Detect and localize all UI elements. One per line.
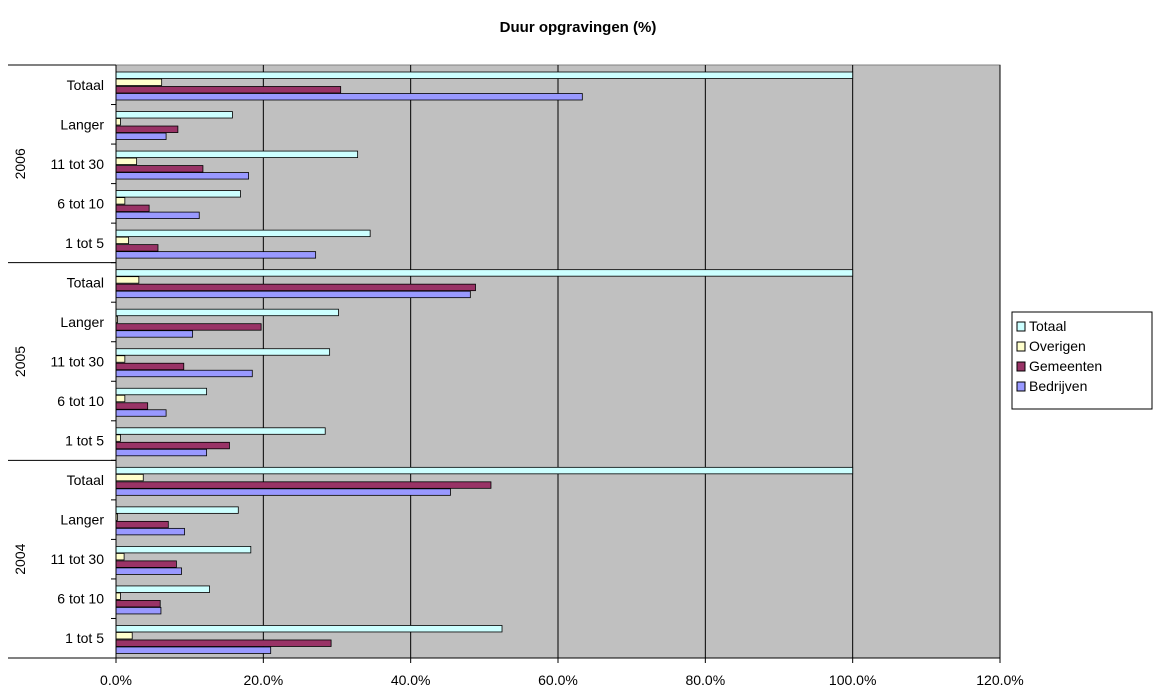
value-tick-label: 20.0%: [243, 672, 283, 688]
bar-gemeenten: [115, 283, 476, 292]
category-label: Langer: [60, 512, 104, 528]
group-label: 2004: [12, 543, 28, 574]
bar-bedrijven: [115, 251, 317, 259]
value-tick-label: 40.0%: [391, 672, 431, 688]
category-label: 1 tot 5: [65, 630, 104, 646]
legend-swatch: [1016, 321, 1026, 332]
bar-gemeenten: [115, 481, 492, 489]
bar-totaal: [115, 466, 854, 475]
bar-gemeenten: [115, 86, 342, 94]
category-label: 6 tot 10: [57, 393, 104, 409]
bar-totaal: [115, 348, 331, 356]
bar-overigen: [115, 197, 126, 205]
bar-totaal: [115, 625, 503, 633]
category-label: 11 tot 30: [51, 156, 105, 172]
bar-gemeenten: [115, 323, 262, 331]
bar-gemeenten: [115, 600, 161, 608]
category-label: Totaal: [67, 472, 104, 488]
bar-totaal: [115, 71, 854, 79]
bar-bedrijven: [115, 527, 185, 536]
legend-label: Bedrijven: [1029, 378, 1087, 394]
bar-gemeenten: [115, 165, 204, 173]
bar-gemeenten: [115, 560, 177, 568]
value-tick-label: 80.0%: [685, 672, 725, 688]
category-label: 6 tot 10: [57, 195, 104, 211]
legend-label: Overigen: [1029, 338, 1086, 354]
bar-gemeenten: [115, 244, 159, 252]
plot-area: [115, 64, 1001, 659]
bar-bedrijven: [115, 488, 451, 496]
bar-bedrijven: [115, 567, 182, 575]
group-label: 2005: [12, 346, 28, 377]
group-label: 2006: [12, 148, 28, 179]
bar-gemeenten: [115, 402, 149, 410]
bar-totaal: [115, 585, 210, 593]
bar-overigen: [115, 236, 129, 245]
bar-gemeenten: [115, 125, 179, 133]
bar-overigen: [115, 157, 138, 165]
bar-totaal: [115, 546, 252, 554]
bar-bedrijven: [115, 132, 167, 140]
bar-totaal: [115, 387, 208, 396]
bar-totaal: [115, 427, 326, 435]
bar-bedrijven: [115, 172, 250, 180]
value-tick-label: 0.0%: [100, 672, 132, 688]
bar-gemeenten: [115, 520, 169, 529]
legend-swatch: [1016, 361, 1026, 372]
category-label: Totaal: [67, 274, 104, 290]
category-label: Langer: [60, 116, 104, 132]
value-axis: 0.0% 20.0% 40.0% 60.0% 80.0% 100.0% 120.0%: [100, 657, 1024, 688]
bar-bedrijven: [115, 93, 583, 101]
chart-title: Duur opgravingen (%): [500, 19, 657, 36]
bar-bedrijven: [115, 330, 194, 338]
bar-overigen: [115, 118, 121, 126]
legend-label: Gemeenten: [1029, 358, 1102, 374]
bar-overigen: [115, 394, 126, 403]
category-label: Totaal: [67, 77, 104, 93]
category-axis: Totaal Langer 11 tot 30 6 tot 10 1 tot 5 Tota…: [8, 64, 117, 659]
bar-gemeenten: [115, 362, 185, 371]
bar-overigen: [115, 553, 125, 561]
legend-swatch: [1016, 381, 1026, 392]
bar-bedrijven: [115, 646, 272, 654]
category-label: 1 tot 5: [65, 433, 104, 449]
bar-totaal: [115, 308, 339, 317]
value-tick-label: 120.0%: [976, 672, 1023, 688]
category-label: 1 tot 5: [65, 235, 104, 251]
bar-overigen: [115, 78, 163, 86]
bar-totaal: [115, 150, 359, 158]
category-label: Langer: [60, 314, 104, 330]
value-tick-label: 60.0%: [538, 672, 578, 688]
category-label: 6 tot 10: [57, 591, 104, 607]
bar-totaal: [115, 190, 241, 198]
legend-swatch: [1016, 341, 1026, 352]
bar-bedrijven: [115, 448, 208, 457]
bar-overigen: [115, 632, 133, 640]
bar-bedrijven: [115, 409, 167, 417]
bar-bedrijven: [115, 211, 200, 220]
bar-overigen: [115, 276, 140, 284]
bar-gemeenten: [115, 639, 332, 647]
bar-gemeenten: [115, 204, 150, 213]
bar-totaal: [115, 506, 239, 514]
bar-overigen: [115, 592, 121, 600]
bar-totaal: [115, 269, 854, 277]
category-label: 11 tot 30: [51, 354, 105, 370]
bar-overigen: [115, 434, 121, 442]
bar-totaal: [115, 111, 233, 119]
category-label: 11 tot 30: [51, 551, 105, 567]
bar-overigen: [115, 473, 144, 482]
value-tick-label: 100.0%: [829, 672, 876, 688]
legend-box: [1011, 311, 1153, 410]
bar-totaal: [115, 229, 371, 238]
bar-bedrijven: [115, 369, 253, 378]
legend-label: Totaal: [1029, 318, 1066, 334]
bar-bedrijven: [115, 290, 471, 299]
bar-bedrijven: [115, 607, 162, 615]
legend: Totaal Overigen Gemeenten Bedrijven: [1011, 311, 1153, 410]
bar-gemeenten: [115, 441, 230, 450]
bar-overigen: [115, 355, 126, 363]
